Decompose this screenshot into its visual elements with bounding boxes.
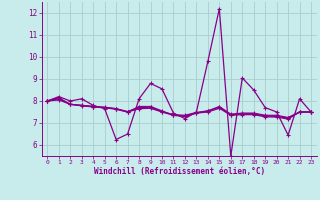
X-axis label: Windchill (Refroidissement éolien,°C): Windchill (Refroidissement éolien,°C) xyxy=(94,167,265,176)
